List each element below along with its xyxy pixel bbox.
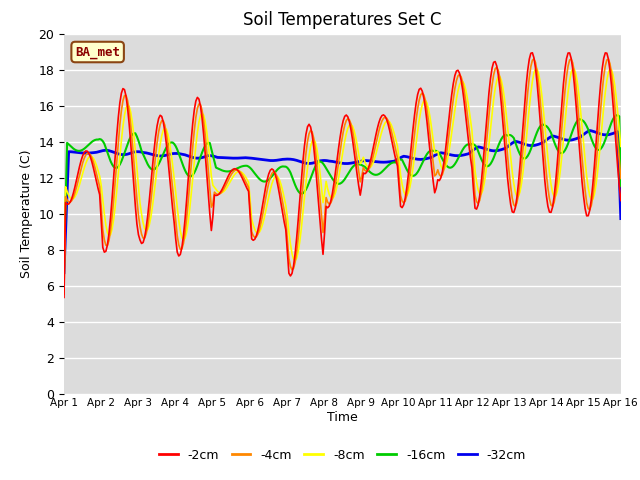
-8cm (244, 180, 252, 185)
-16cm (254, 174, 262, 180)
Line: -8cm: -8cm (64, 69, 621, 289)
-2cm (529, 50, 536, 56)
-2cm (254, 228, 262, 233)
-32cm (254, 156, 262, 162)
-32cm (617, 216, 625, 221)
-2cm (244, 189, 252, 194)
-8cm (588, 197, 595, 203)
-4cm (60, 291, 68, 297)
-16cm (129, 132, 136, 137)
-2cm (226, 170, 234, 176)
-32cm (586, 128, 594, 133)
-2cm (617, 198, 625, 204)
Line: -2cm: -2cm (64, 53, 621, 298)
-2cm (588, 196, 595, 202)
-4cm (530, 56, 538, 62)
-16cm (226, 168, 234, 174)
-8cm (254, 230, 262, 236)
-8cm (60, 286, 68, 292)
-32cm (60, 270, 68, 276)
-16cm (614, 112, 621, 118)
-16cm (60, 264, 68, 270)
Text: BA_met: BA_met (75, 46, 120, 59)
-32cm (226, 155, 234, 161)
-4cm (129, 139, 136, 144)
Line: -32cm: -32cm (64, 131, 621, 273)
-32cm (303, 160, 311, 166)
-8cm (617, 144, 625, 149)
-2cm (129, 161, 136, 167)
-4cm (226, 174, 234, 180)
Line: -4cm: -4cm (64, 59, 621, 294)
-4cm (254, 231, 262, 237)
-32cm (129, 150, 136, 156)
-16cm (617, 183, 625, 189)
Legend: -2cm, -4cm, -8cm, -16cm, -32cm: -2cm, -4cm, -8cm, -16cm, -32cm (154, 444, 531, 467)
Line: -16cm: -16cm (64, 115, 621, 267)
-16cm (244, 164, 252, 169)
-4cm (244, 184, 252, 190)
-4cm (588, 203, 595, 208)
-8cm (129, 119, 136, 125)
Title: Soil Temperatures Set C: Soil Temperatures Set C (243, 11, 442, 29)
-16cm (586, 131, 594, 137)
Y-axis label: Soil Temperature (C): Soil Temperature (C) (20, 149, 33, 278)
-8cm (569, 66, 577, 72)
-16cm (303, 183, 311, 189)
-4cm (303, 139, 311, 144)
-2cm (60, 295, 68, 300)
-8cm (226, 179, 234, 185)
X-axis label: Time: Time (327, 411, 358, 424)
-32cm (244, 155, 252, 161)
-4cm (617, 176, 625, 181)
-2cm (303, 124, 311, 130)
-8cm (303, 165, 311, 171)
-32cm (588, 128, 595, 134)
